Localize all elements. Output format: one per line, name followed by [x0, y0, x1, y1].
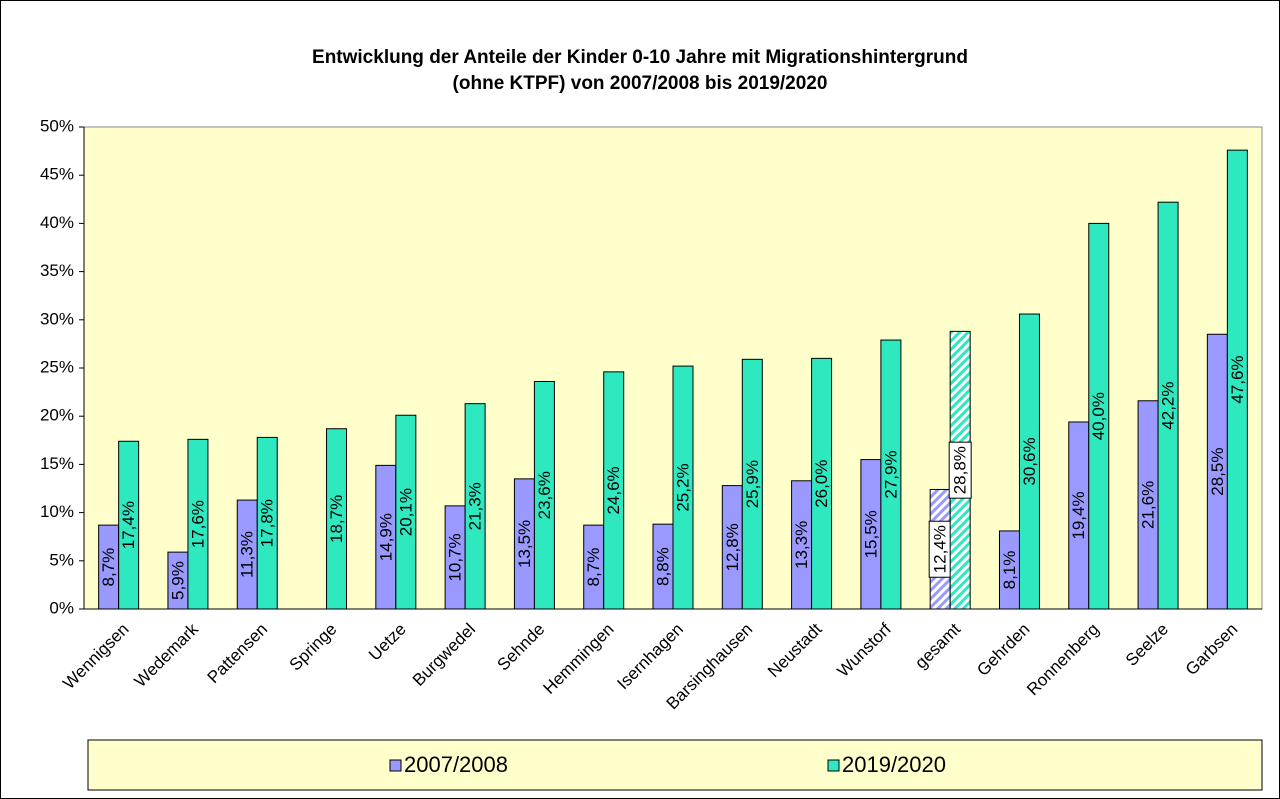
y-tick-label: 50%: [40, 116, 74, 135]
value-label: 28,5%: [1208, 448, 1227, 496]
y-tick-label: 10%: [40, 502, 74, 521]
y-tick-label: 35%: [40, 261, 74, 280]
value-label: 12,4%: [931, 525, 950, 573]
value-label: 18,7%: [327, 495, 346, 543]
y-tick-label: 25%: [40, 357, 74, 376]
bar: [464, 403, 486, 610]
bar: [1018, 313, 1040, 610]
value-label: 27,9%: [881, 450, 900, 498]
bar: [118, 440, 140, 610]
value-label: 24,6%: [604, 466, 623, 514]
value-label: 21,3%: [466, 482, 485, 530]
bar: [741, 358, 763, 610]
value-label: 5,9%: [168, 561, 187, 600]
legend-label: 2019/2020: [842, 752, 946, 777]
value-label: 15,5%: [861, 510, 880, 558]
bar: [256, 436, 278, 610]
y-tick-label: 20%: [40, 406, 74, 425]
legend-swatch: [827, 759, 840, 772]
legend-label: 2007/2008: [404, 752, 508, 777]
value-label: 17,6%: [188, 500, 207, 548]
bar: [187, 438, 209, 610]
value-label: 12,8%: [723, 523, 742, 571]
value-label: 13,3%: [792, 521, 811, 569]
value-label: 17,4%: [119, 501, 138, 549]
bar: [1226, 149, 1248, 610]
legend: [87, 739, 1263, 791]
value-label: 25,2%: [673, 463, 692, 511]
bar: [533, 380, 555, 610]
value-label: 23,6%: [535, 471, 554, 519]
chart-title: (ohne KTPF) von 2007/2008 bis 2019/2020: [453, 73, 828, 94]
bar: [326, 428, 348, 610]
value-label: 19,4%: [1069, 491, 1088, 539]
value-label: 40,0%: [1089, 392, 1108, 440]
value-label: 47,6%: [1228, 355, 1247, 403]
value-label: 8,7%: [99, 548, 118, 587]
bar: [1088, 222, 1110, 610]
chart-title: Entwicklung der Anteile der Kinder 0-10 …: [312, 47, 968, 68]
y-tick-label: 40%: [40, 213, 74, 232]
value-label: 8,7%: [584, 548, 603, 587]
value-label: 30,6%: [1020, 437, 1039, 485]
value-label: 21,6%: [1139, 481, 1158, 529]
value-label: 14,9%: [376, 513, 395, 561]
bar: [672, 365, 694, 610]
value-label: 25,9%: [743, 460, 762, 508]
bar: [395, 414, 417, 610]
value-label: 42,2%: [1159, 381, 1178, 429]
y-tick-label: 5%: [49, 550, 74, 569]
bar: [811, 357, 833, 610]
y-tick-label: 45%: [40, 165, 74, 184]
bar: [603, 371, 625, 610]
bar: [1157, 201, 1179, 610]
value-label: 8,8%: [653, 547, 672, 586]
bar: [880, 339, 902, 610]
value-label: 28,8%: [951, 446, 970, 494]
value-label: 8,1%: [1000, 551, 1019, 590]
value-label: 11,3%: [238, 531, 257, 578]
y-tick-label: 15%: [40, 454, 74, 473]
y-tick-label: 30%: [40, 309, 74, 328]
legend-swatch: [389, 759, 402, 772]
value-label-box: [948, 441, 972, 499]
value-label: 13,5%: [515, 520, 534, 568]
value-label: 20,1%: [396, 488, 415, 536]
value-label: 26,0%: [812, 460, 831, 508]
value-label: 17,8%: [258, 499, 277, 547]
y-tick-label: 0%: [49, 598, 74, 617]
value-label: 10,7%: [446, 533, 465, 581]
